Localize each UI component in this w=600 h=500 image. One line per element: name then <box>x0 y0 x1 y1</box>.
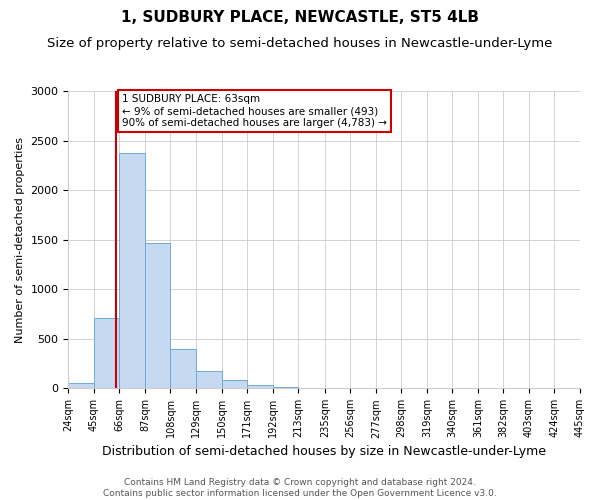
Text: Contains HM Land Registry data © Crown copyright and database right 2024.
Contai: Contains HM Land Registry data © Crown c… <box>103 478 497 498</box>
Bar <box>196 370 221 388</box>
Y-axis label: Number of semi-detached properties: Number of semi-detached properties <box>15 137 25 343</box>
Bar <box>247 386 272 388</box>
Bar <box>68 383 94 388</box>
Text: 1, SUDBURY PLACE, NEWCASTLE, ST5 4LB: 1, SUDBURY PLACE, NEWCASTLE, ST5 4LB <box>121 10 479 25</box>
Text: 1 SUDBURY PLACE: 63sqm
← 9% of semi-detached houses are smaller (493)
90% of sem: 1 SUDBURY PLACE: 63sqm ← 9% of semi-deta… <box>122 94 387 128</box>
Text: Size of property relative to semi-detached houses in Newcastle-under-Lyme: Size of property relative to semi-detach… <box>47 38 553 51</box>
Bar <box>145 243 170 388</box>
Bar <box>170 349 196 389</box>
Bar <box>221 380 247 388</box>
Bar <box>272 387 298 388</box>
X-axis label: Distribution of semi-detached houses by size in Newcastle-under-Lyme: Distribution of semi-detached houses by … <box>102 444 546 458</box>
Bar <box>94 318 119 388</box>
Bar <box>119 153 145 388</box>
